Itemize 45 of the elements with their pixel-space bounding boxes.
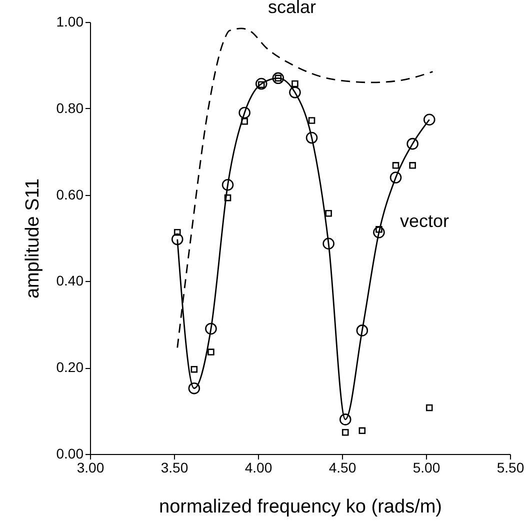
annotation: vector [400, 211, 450, 231]
point [238, 106, 250, 119]
point [171, 233, 184, 246]
point [241, 118, 248, 125]
y-tick-label: 0.00 [56, 446, 84, 462]
x-tick-label: 3.50 [160, 460, 188, 476]
y-tick-label: 0.40 [56, 272, 84, 289]
point [426, 404, 433, 412]
point [390, 172, 402, 184]
y-tick-label: 0.60 [56, 186, 84, 202]
point [188, 382, 200, 394]
point [174, 228, 181, 236]
y-tick-label: 1.00 [56, 14, 84, 30]
x-tick-label: 5.00 [412, 460, 440, 476]
point [308, 117, 316, 124]
y-axis-title: amplitude S11 [22, 178, 44, 299]
point [306, 132, 318, 144]
point [322, 238, 334, 250]
point [208, 348, 214, 356]
y-tick-label: 0.20 [56, 359, 84, 376]
point [325, 210, 332, 217]
x-tick-label: 3.00 [76, 460, 104, 476]
x-tick-label: 4.00 [244, 460, 272, 476]
point [373, 226, 385, 238]
x-axis-title: normalized frequency ko (rads/m) [159, 496, 442, 518]
x-tick-label: 5.50 [496, 460, 524, 476]
y-tick-label: 0.80 [56, 100, 84, 116]
text: scalar [268, 0, 316, 17]
x-tick-label: 4.50 [328, 460, 356, 476]
point [224, 194, 232, 202]
point [409, 162, 416, 169]
point [222, 178, 234, 191]
point [272, 72, 284, 84]
point [292, 80, 298, 88]
point [406, 138, 418, 150]
point [190, 366, 198, 373]
point [342, 429, 349, 436]
point [289, 86, 301, 98]
point [339, 414, 352, 426]
point [255, 78, 268, 90]
point [423, 114, 436, 126]
point [358, 427, 366, 434]
point [356, 324, 368, 336]
point [205, 322, 217, 335]
point [392, 162, 400, 169]
